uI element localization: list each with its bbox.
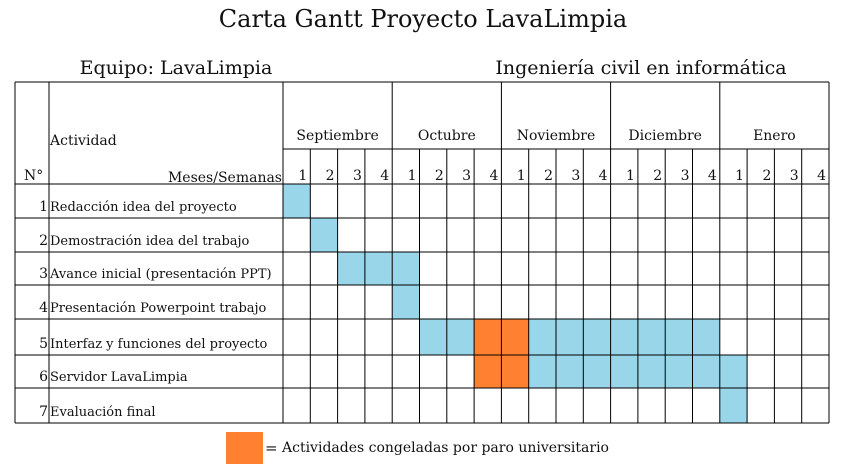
gantt-cell-frozen <box>474 319 502 355</box>
gantt-cell-active <box>528 319 556 355</box>
gantt-cell-active <box>610 319 638 355</box>
activity-name: Servidor LavaLimpia <box>50 370 188 385</box>
gantt-cell-frozen <box>501 319 529 355</box>
week-label: 3 <box>790 168 799 184</box>
month-label: Octubre <box>418 128 476 144</box>
activity-name: Evaluación final <box>50 405 156 420</box>
week-label: 4 <box>599 168 608 184</box>
gantt-cell-active <box>692 355 720 388</box>
activity-name: Presentación Powerpoint trabajo <box>50 301 267 316</box>
chart-title: Carta Gantt Proyecto LavaLimpia <box>219 5 627 33</box>
gantt-cell-active <box>364 252 393 285</box>
activity-name: Redacción idea del proyecto <box>50 200 237 215</box>
week-label: 4 <box>817 168 826 184</box>
week-label: 1 <box>626 168 635 184</box>
gantt-cell-active <box>610 355 638 388</box>
week-label: 2 <box>435 168 444 184</box>
week-label: 2 <box>653 168 662 184</box>
month-label: Septiembre <box>296 128 378 144</box>
number-header: N° <box>24 168 43 184</box>
activity-number: 1 <box>39 199 48 215</box>
activity-row: 5 Interfaz y funciones del proyecto <box>39 336 267 352</box>
gantt-cell-active <box>446 319 475 355</box>
gantt-cell-active <box>692 319 720 355</box>
gantt-cell-active <box>419 319 447 355</box>
activity-name: Avance inicial (presentación PPT) <box>49 267 272 282</box>
gantt-cell-active <box>583 355 611 388</box>
legend-symbol: = <box>265 439 278 457</box>
team-label: Equipo: LavaLimpia <box>80 57 273 79</box>
activity-name: Interfaz y funciones del proyecto <box>50 337 268 352</box>
legend-label: Actividades congeladas por paro universi… <box>281 440 609 456</box>
week-label: 1 <box>735 168 744 184</box>
months-weeks-header: Meses/Semanas <box>168 170 282 186</box>
gantt-cell-active <box>583 319 611 355</box>
week-labels: 1 2 3 4 1 2 3 4 1 2 3 4 1 2 3 4 1 2 3 4 <box>298 168 826 184</box>
legend: = Actividades congeladas por paro univer… <box>226 432 609 464</box>
week-label: 2 <box>762 168 771 184</box>
gantt-cell-active <box>665 355 693 388</box>
gantt-cell-frozen <box>501 355 529 388</box>
week-label: 1 <box>517 168 526 184</box>
activity-row: 4 Presentación Powerpoint trabajo <box>39 300 266 316</box>
gantt-cell-active <box>556 319 584 355</box>
week-label: 2 <box>326 168 335 184</box>
activity-row: 6 Servidor LavaLimpia <box>39 369 188 385</box>
activity-number: 5 <box>39 336 48 352</box>
gantt-cell-frozen <box>474 355 502 388</box>
gantt-cell-active <box>719 355 748 388</box>
gantt-cell-active <box>528 355 556 388</box>
activity-row: 7 Evaluación final <box>39 404 156 420</box>
gantt-cell-active <box>310 218 338 252</box>
week-label: 3 <box>681 168 690 184</box>
activity-number: 4 <box>39 300 48 316</box>
activity-row: 1 Redacción idea del proyecto <box>39 199 237 215</box>
week-label: 3 <box>462 168 471 184</box>
activity-rows: 1 Redacción idea del proyecto 2 Demostració… <box>39 199 272 420</box>
week-label: 1 <box>298 168 307 184</box>
month-label: Diciembre <box>628 128 702 144</box>
activity-number: 7 <box>39 404 48 420</box>
activity-number: 3 <box>39 266 48 282</box>
activity-row: 3 Avance inicial (presentación PPT) <box>39 266 272 282</box>
gantt-cell-active <box>719 388 748 423</box>
week-label: 4 <box>489 168 498 184</box>
activity-number: 2 <box>39 233 48 249</box>
month-label: Noviembre <box>517 128 596 144</box>
gantt-cell-active <box>337 252 365 285</box>
program-label: Ingeniería civil en informática <box>495 57 786 79</box>
week-label: 2 <box>544 168 553 184</box>
gantt-cell-active <box>637 319 666 355</box>
gantt-cell-active <box>392 252 420 285</box>
gantt-cell-active <box>283 184 311 218</box>
gantt-grid <box>14 81 830 424</box>
month-labels: Septiembre Octubre Noviembre Diciembre Enero <box>296 128 795 144</box>
week-label: 4 <box>708 168 717 184</box>
week-label: 3 <box>571 168 580 184</box>
gantt-cell-active <box>637 355 666 388</box>
week-label: 4 <box>380 168 389 184</box>
month-label: Enero <box>753 128 796 144</box>
week-label: 3 <box>353 168 362 184</box>
activity-header: Actividad <box>49 133 117 149</box>
gantt-cell-active <box>665 319 693 355</box>
gantt-cell-active <box>392 285 420 319</box>
legend-frozen-swatch <box>226 432 263 464</box>
activity-name: Demostración idea del trabajo <box>50 234 250 249</box>
activity-row: 2 Demostración idea del trabajo <box>39 233 249 249</box>
activity-number: 6 <box>39 369 48 385</box>
week-label: 1 <box>408 168 417 184</box>
gantt-cell-active <box>556 355 584 388</box>
gantt-cells <box>283 184 748 423</box>
